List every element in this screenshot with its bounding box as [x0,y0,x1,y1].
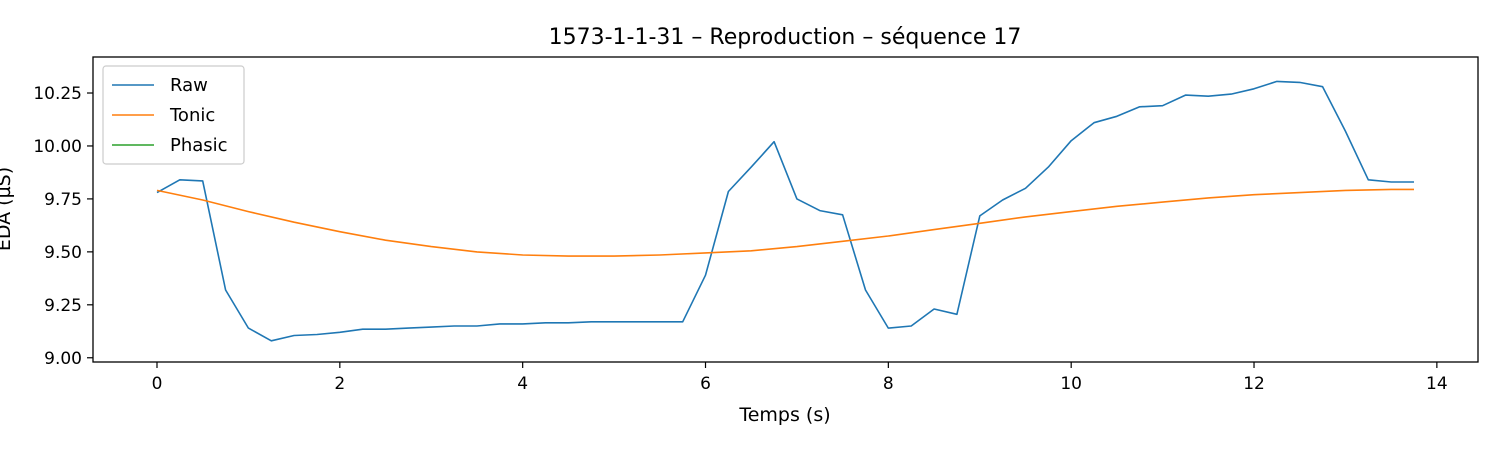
series-line-raw [156,80,1414,342]
plot-frame [92,56,1479,363]
x-tick-label: 12 [1243,374,1265,394]
y-tick-label: 9.00 [44,349,82,369]
x-tick-label: 6 [700,374,711,394]
legend-label-tonic: Tonic [169,105,215,126]
legend-box [102,65,245,165]
legend: Raw Tonic Phasic [102,65,245,165]
x-tick-label: 0 [152,374,163,394]
x-tick-label: 2 [334,374,345,394]
chart-title: 1573-1-1-31 – Reproduction – séquence 17 [549,25,1022,50]
y-axis-label: EDA (µS) [0,167,15,251]
y-tick-label: 9.25 [44,296,82,316]
y-tick-label: 9.75 [44,190,82,210]
x-tick-label: 4 [517,374,528,394]
x-axis-label: Temps (s) [738,404,830,426]
series-lines [156,80,1414,342]
legend-label-phasic: Phasic [170,135,228,156]
x-ticks: 0 2 4 6 8 10 12 14 [152,362,1448,394]
y-tick-label: 10.25 [33,84,82,104]
series-line-tonic [156,188,1414,257]
x-tick-label: 10 [1060,374,1082,394]
legend-label-raw: Raw [170,75,208,96]
y-tick-label: 9.50 [44,243,82,263]
y-tick-label: 10.00 [33,137,82,157]
x-tick-label: 8 [883,374,894,394]
y-ticks: 9.00 9.25 9.50 9.75 10.00 10.25 [33,84,93,369]
x-tick-label: 14 [1426,374,1448,394]
